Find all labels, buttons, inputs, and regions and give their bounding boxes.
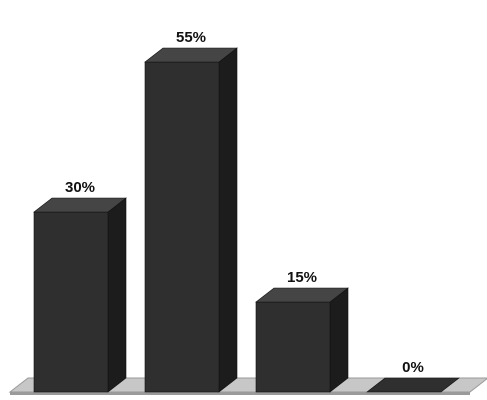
bar-top-face bbox=[255, 287, 349, 303]
bar-side-face bbox=[329, 287, 349, 393]
bar-front-face bbox=[33, 211, 109, 393]
bar-front-face bbox=[255, 301, 331, 393]
data-labels: 30% 55% 15% 0% bbox=[65, 29, 424, 376]
bar-2 bbox=[144, 47, 238, 393]
bar-1 bbox=[33, 197, 127, 393]
chart-floor-edge bbox=[10, 392, 470, 395]
bar-flat-face bbox=[366, 377, 460, 393]
bar-4 bbox=[366, 377, 460, 393]
data-label-1: 30% bbox=[65, 179, 95, 196]
bar-3 bbox=[255, 287, 349, 393]
bar-top-face bbox=[33, 197, 127, 213]
bars bbox=[33, 47, 460, 393]
bar-front-face bbox=[144, 61, 220, 393]
bar-top-face bbox=[144, 47, 238, 63]
bar-side-face bbox=[218, 47, 238, 393]
data-label-3: 15% bbox=[287, 269, 317, 286]
data-label-4: 0% bbox=[402, 359, 424, 376]
bar-side-face bbox=[107, 197, 127, 393]
data-label-2: 55% bbox=[176, 29, 206, 46]
